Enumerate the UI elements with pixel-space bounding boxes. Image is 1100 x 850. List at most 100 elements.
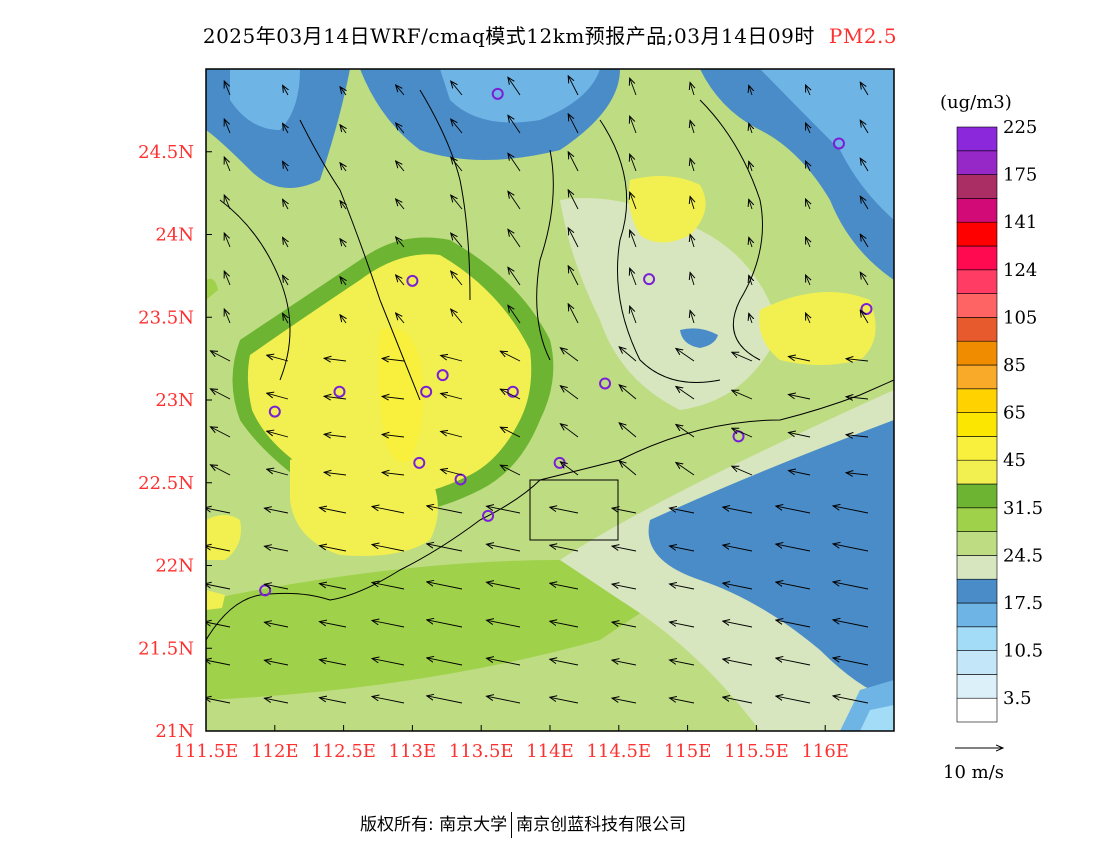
map-axes: 111.5E 112E 112.5E 113E 113.5E 114E 114.5E 115E… [138, 142, 849, 762]
station-marker [333, 385, 346, 398]
wind-arrow [372, 583, 405, 590]
wind-arrow [487, 506, 521, 514]
wind-arrow [372, 659, 405, 666]
wind-arrow [508, 115, 521, 134]
wind-arrow [560, 462, 579, 476]
wind-arrow [451, 157, 463, 172]
wind-arrow [283, 161, 288, 172]
legend-label: 3.5 [1003, 688, 1032, 709]
wind-arrow [324, 358, 347, 361]
legend-label: 10.5 [1003, 641, 1043, 662]
legend-swatch [956, 269, 998, 294]
wind-arrow [283, 199, 288, 210]
station-marker [413, 456, 426, 469]
wind-arrow [283, 275, 288, 286]
wind-arrow [568, 304, 579, 324]
wind-arrow [568, 190, 579, 210]
wind-arrow [860, 272, 869, 286]
wind-arrow [382, 358, 405, 361]
legend-swatch [956, 388, 998, 413]
wind-arrow [619, 385, 637, 400]
wind-arrow [670, 508, 695, 514]
wind-arrow [382, 434, 405, 437]
wind-arrow [806, 85, 810, 96]
legend-swatch [956, 245, 998, 271]
wind-arrow [690, 310, 694, 324]
wind-arrow [670, 584, 695, 590]
wind-arrow [427, 620, 463, 628]
y-tick-label: 21.5N [138, 638, 194, 659]
legend-unit: (ug/m3) [940, 92, 1012, 113]
wind-arrow [324, 434, 347, 437]
wind-arrow [732, 390, 753, 400]
wind-arrow [340, 201, 346, 210]
x-tick-label: 114.5E [586, 741, 651, 762]
wind-arrow [806, 237, 810, 248]
wind-arrow [788, 394, 811, 400]
wind-arrow [508, 191, 521, 210]
x-tick-label: 113E [389, 741, 437, 762]
wind-arrow [676, 386, 695, 400]
wind-arrow [206, 698, 231, 704]
y-tick-label: 24.5N [138, 142, 194, 163]
wind-arrow [372, 697, 405, 704]
wind-arrow [324, 396, 347, 399]
wind-arrow [451, 81, 463, 96]
legend-label: 45 [1003, 450, 1026, 471]
wind-arrow [723, 545, 753, 552]
legend-label: 24.5 [1003, 545, 1043, 566]
wind-arrow [500, 427, 521, 438]
wind-arrow [612, 546, 637, 552]
wind-arrow [340, 277, 346, 286]
wind-reference: 10 m/s [943, 748, 1004, 783]
wind-arrow [833, 696, 869, 704]
wind-arrow [749, 123, 752, 134]
y-tick-label: 21N [155, 721, 194, 742]
x-tick-label: 116E [801, 741, 849, 762]
wind-arrow [396, 313, 405, 324]
wind-arrow [788, 470, 811, 476]
wind-arrow [806, 123, 810, 134]
legend-label: 175 [1003, 165, 1037, 186]
legend-swatch [956, 697, 998, 723]
wind-arrow [630, 116, 637, 134]
wind-arrow [723, 697, 753, 704]
wind-arrow [427, 582, 463, 590]
wind-arrow [508, 267, 521, 286]
station-marker [832, 137, 845, 150]
wind-arrow [690, 158, 694, 172]
wind-arrow [264, 660, 289, 666]
legend-swatch [956, 198, 998, 223]
wind-arrow [508, 305, 521, 324]
wind-arrow [283, 85, 288, 96]
y-tick-label: 22N [155, 556, 194, 577]
wind-arrow [267, 393, 289, 400]
wind-arrow [676, 462, 695, 476]
copyright-footer: 版权所有: 南京大学 南京创蓝科技有限公司 [360, 810, 686, 838]
legend-swatch [956, 459, 998, 485]
legend-swatch [956, 602, 998, 628]
wind-arrow [396, 85, 405, 96]
legend-swatch [956, 483, 998, 509]
wind-arrow [550, 659, 579, 666]
wind-arrow [427, 658, 463, 666]
wind-arrow [788, 432, 811, 438]
y-tick-label: 24N [155, 225, 194, 246]
legend-swatch [956, 578, 998, 604]
wind-arrow [441, 431, 463, 438]
wind-arrow [451, 309, 463, 324]
wind-arrow [320, 660, 347, 666]
wind-arrow [788, 356, 811, 362]
wind-arrow [749, 237, 752, 248]
x-tick-label: 114E [526, 741, 574, 762]
legend-label: 105 [1003, 307, 1037, 328]
wind-arrow [568, 228, 579, 248]
wind-arrow [320, 698, 347, 704]
y-tick-label: 23.5N [138, 307, 194, 328]
wind-arrow [846, 473, 869, 475]
wind-arrow [560, 424, 579, 438]
legend-swatch [956, 555, 998, 580]
wind-arrow [833, 506, 869, 514]
wind-arrow [264, 622, 289, 628]
wind-arrow [833, 582, 869, 590]
